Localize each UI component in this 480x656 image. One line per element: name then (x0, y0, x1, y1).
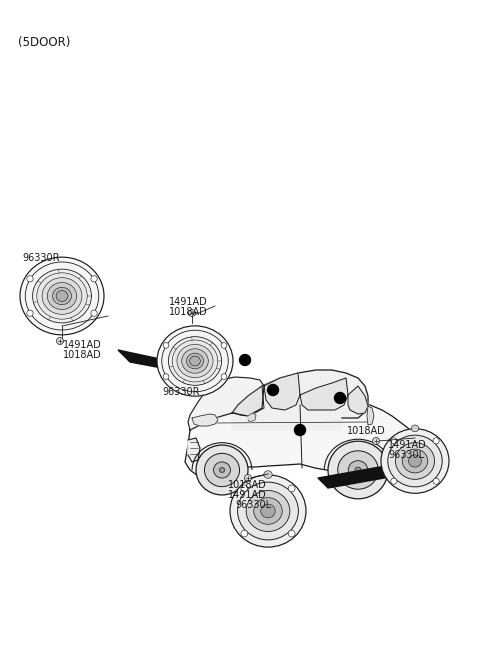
Circle shape (288, 485, 295, 492)
Text: 1018AD: 1018AD (63, 350, 102, 360)
Circle shape (241, 485, 248, 492)
Circle shape (335, 392, 346, 403)
Polygon shape (248, 413, 256, 422)
Ellipse shape (381, 429, 449, 493)
Polygon shape (232, 370, 368, 430)
Circle shape (433, 478, 439, 484)
Ellipse shape (396, 443, 434, 480)
Circle shape (372, 438, 380, 445)
Circle shape (91, 276, 97, 282)
Text: 1018AD: 1018AD (169, 307, 208, 317)
Ellipse shape (264, 471, 272, 478)
Polygon shape (232, 386, 264, 416)
Circle shape (189, 310, 195, 316)
Text: 1018AD: 1018AD (228, 480, 267, 490)
Ellipse shape (190, 356, 200, 366)
Polygon shape (300, 378, 348, 410)
Text: 1491AD: 1491AD (169, 297, 208, 307)
Text: 1491AD: 1491AD (228, 490, 267, 500)
Circle shape (163, 342, 169, 348)
Text: (5DOOR): (5DOOR) (18, 36, 71, 49)
Circle shape (221, 342, 227, 348)
Circle shape (163, 374, 169, 379)
Ellipse shape (168, 337, 222, 385)
Circle shape (241, 530, 248, 537)
Text: 96330R: 96330R (162, 387, 200, 397)
Ellipse shape (37, 273, 87, 319)
Circle shape (27, 310, 33, 316)
Ellipse shape (230, 475, 306, 547)
Polygon shape (192, 414, 218, 426)
Text: 96330L: 96330L (235, 500, 271, 510)
Ellipse shape (157, 326, 233, 396)
Circle shape (240, 354, 251, 365)
Polygon shape (188, 438, 200, 462)
Polygon shape (185, 400, 418, 480)
Ellipse shape (408, 455, 421, 467)
Text: 1018AD: 1018AD (347, 426, 386, 436)
Ellipse shape (182, 349, 208, 373)
Ellipse shape (162, 330, 228, 392)
Ellipse shape (219, 468, 225, 472)
Ellipse shape (48, 283, 77, 310)
Ellipse shape (388, 435, 442, 487)
Text: 1491AD: 1491AD (388, 440, 427, 450)
Circle shape (391, 478, 397, 484)
Ellipse shape (20, 257, 104, 335)
Ellipse shape (238, 482, 299, 540)
Ellipse shape (402, 449, 428, 473)
Polygon shape (367, 406, 374, 425)
Ellipse shape (186, 353, 204, 369)
Circle shape (221, 374, 227, 379)
Ellipse shape (214, 462, 230, 478)
Ellipse shape (254, 498, 282, 524)
Polygon shape (188, 377, 264, 430)
Ellipse shape (172, 340, 218, 382)
Polygon shape (348, 386, 368, 414)
Ellipse shape (33, 269, 91, 323)
Text: 96330L: 96330L (388, 450, 424, 460)
Ellipse shape (25, 262, 99, 330)
Ellipse shape (261, 504, 275, 518)
Circle shape (91, 310, 97, 316)
Ellipse shape (348, 461, 368, 480)
Polygon shape (118, 350, 215, 378)
Ellipse shape (246, 491, 290, 531)
Circle shape (433, 438, 439, 444)
Circle shape (391, 438, 397, 444)
Circle shape (27, 276, 33, 282)
Ellipse shape (328, 441, 388, 499)
Ellipse shape (355, 467, 361, 473)
Polygon shape (264, 373, 300, 410)
Ellipse shape (204, 453, 240, 487)
Circle shape (57, 337, 63, 344)
Ellipse shape (52, 287, 72, 304)
Ellipse shape (42, 277, 82, 314)
Ellipse shape (196, 445, 248, 495)
Circle shape (267, 384, 278, 396)
Circle shape (295, 424, 305, 436)
Ellipse shape (177, 344, 213, 378)
Ellipse shape (56, 291, 68, 302)
Circle shape (244, 474, 252, 482)
Ellipse shape (338, 451, 378, 489)
Ellipse shape (411, 425, 419, 432)
Circle shape (288, 530, 295, 537)
Polygon shape (318, 462, 418, 488)
Text: 1491AD: 1491AD (63, 340, 102, 350)
Text: 96330R: 96330R (22, 253, 60, 263)
